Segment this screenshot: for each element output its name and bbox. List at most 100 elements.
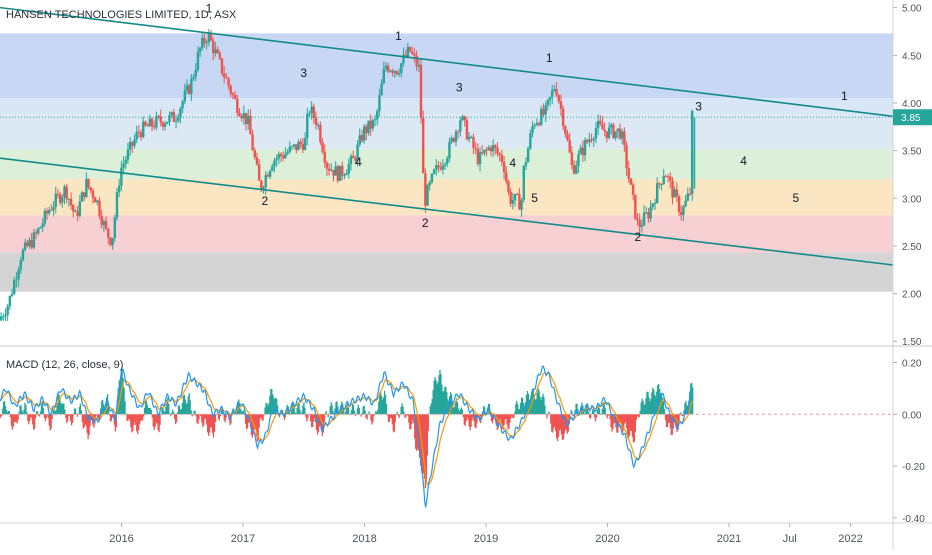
macd-hist-bar (384, 395, 387, 415)
macd-hist-bar (624, 414, 627, 423)
macd-hist-bar (643, 404, 645, 415)
macd-hist-bar (442, 391, 444, 415)
candle-body (452, 137, 455, 142)
candle-body (207, 33, 211, 43)
macd-hist-bar (165, 406, 167, 415)
candle-body (177, 117, 180, 121)
wave-label: 3 (695, 100, 702, 114)
macd-hist-bar (68, 414, 70, 417)
wave-label: 5 (531, 191, 538, 205)
macd-hist-bar (69, 414, 72, 421)
candle-body (572, 164, 576, 174)
macd-hist-bar (647, 391, 649, 415)
candle-body (179, 108, 182, 118)
macd-hist-bar (476, 414, 478, 424)
candle-body (56, 193, 60, 195)
candle-body (87, 178, 90, 188)
macd-hist-bar (201, 414, 203, 423)
macd-hist-bar (334, 408, 336, 415)
wave-label: 4 (509, 156, 516, 170)
macd-hist-bar (312, 414, 315, 422)
macd-hist-bar (160, 414, 162, 415)
candle-body (142, 121, 145, 138)
macd-hist-bar (330, 402, 332, 415)
macd-hist-bar (314, 414, 317, 423)
macd-hist-bar (30, 414, 32, 417)
macd-hist-bar (680, 412, 682, 415)
candle-body (299, 141, 302, 144)
macd-hist-bar (390, 414, 393, 419)
macd-hist-bar (184, 399, 186, 415)
macd-hist-bar (42, 407, 45, 415)
candle-body (257, 164, 261, 181)
macd-title: MACD (12, 26, close, 9) (6, 359, 123, 371)
macd-hist-bar (79, 403, 82, 415)
macd-hist-bar (304, 407, 306, 415)
candle-body (690, 111, 694, 195)
macd-hist-bar (268, 403, 270, 415)
candle-body (373, 119, 377, 121)
macd-hist-bar (132, 414, 134, 432)
macd-hist-bar (363, 405, 365, 415)
macd-hist-bar (102, 399, 104, 415)
candle-body (63, 186, 66, 198)
candle-body (601, 123, 604, 130)
macd-hist-bar (660, 393, 663, 415)
candle-body (610, 124, 613, 128)
candle-body (369, 120, 372, 129)
macd-hist-bar (58, 394, 60, 415)
macd-hist-bar (157, 414, 159, 431)
macd-hist-bar (671, 414, 673, 435)
macd-hist-bar (86, 414, 88, 433)
candle-body (487, 147, 490, 150)
macd-hist-bar (36, 411, 39, 415)
candle-body (456, 131, 460, 133)
macd-hist-bar (66, 414, 68, 424)
macd-hist-bar (278, 414, 281, 418)
macd-hist-bar (443, 391, 445, 415)
macd-hist-bar (266, 403, 268, 415)
macd-hist-bar (174, 414, 177, 425)
price-tick-label: 3.50 (902, 147, 922, 158)
macd-hist-bar (182, 395, 185, 415)
macd-hist-bar (566, 414, 568, 434)
macd-hist-bar (214, 414, 217, 423)
candle-body (120, 167, 123, 186)
macd-hist-bar (259, 414, 261, 419)
macd-hist-bar (38, 414, 41, 417)
time-tick-label: 2017 (231, 533, 255, 545)
candle-body (614, 131, 617, 139)
macd-hist-bar (557, 414, 560, 437)
macd-hist-bar (496, 414, 498, 430)
time-tick-label: 2021 (717, 533, 741, 545)
macd-hist-bar (586, 404, 588, 415)
macd-hist-bar (284, 414, 287, 418)
candle-body (319, 124, 322, 143)
candle-body (627, 168, 630, 179)
candle-body (437, 165, 440, 168)
macd-hist-bar (139, 414, 142, 422)
macd-hist-bar (651, 392, 653, 415)
wave-label: 2 (262, 194, 269, 208)
candle-body (183, 90, 186, 102)
candle-body (411, 51, 414, 54)
candle-body (376, 111, 379, 120)
macd-hist-bar (161, 406, 163, 415)
macd-hist-bar (492, 414, 495, 420)
macd-hist-bar (172, 409, 174, 415)
macd-hist-bar (37, 414, 40, 416)
price-tick-label: 4.00 (902, 99, 922, 110)
macd-hist-bar (244, 414, 247, 424)
macd-hist-bar (522, 402, 525, 415)
candle-body (6, 306, 9, 316)
macd-hist-bar (203, 414, 205, 426)
candle-body (400, 63, 403, 74)
last-price-group: 3.85 (0, 109, 932, 126)
macd-hist-bar (388, 414, 391, 422)
macd-hist-bar (319, 414, 322, 426)
candle-body (603, 129, 606, 132)
macd-hist-bar (41, 402, 44, 415)
candle-body (277, 154, 281, 159)
candle-body (649, 207, 652, 219)
macd-hist-bar (360, 414, 362, 417)
